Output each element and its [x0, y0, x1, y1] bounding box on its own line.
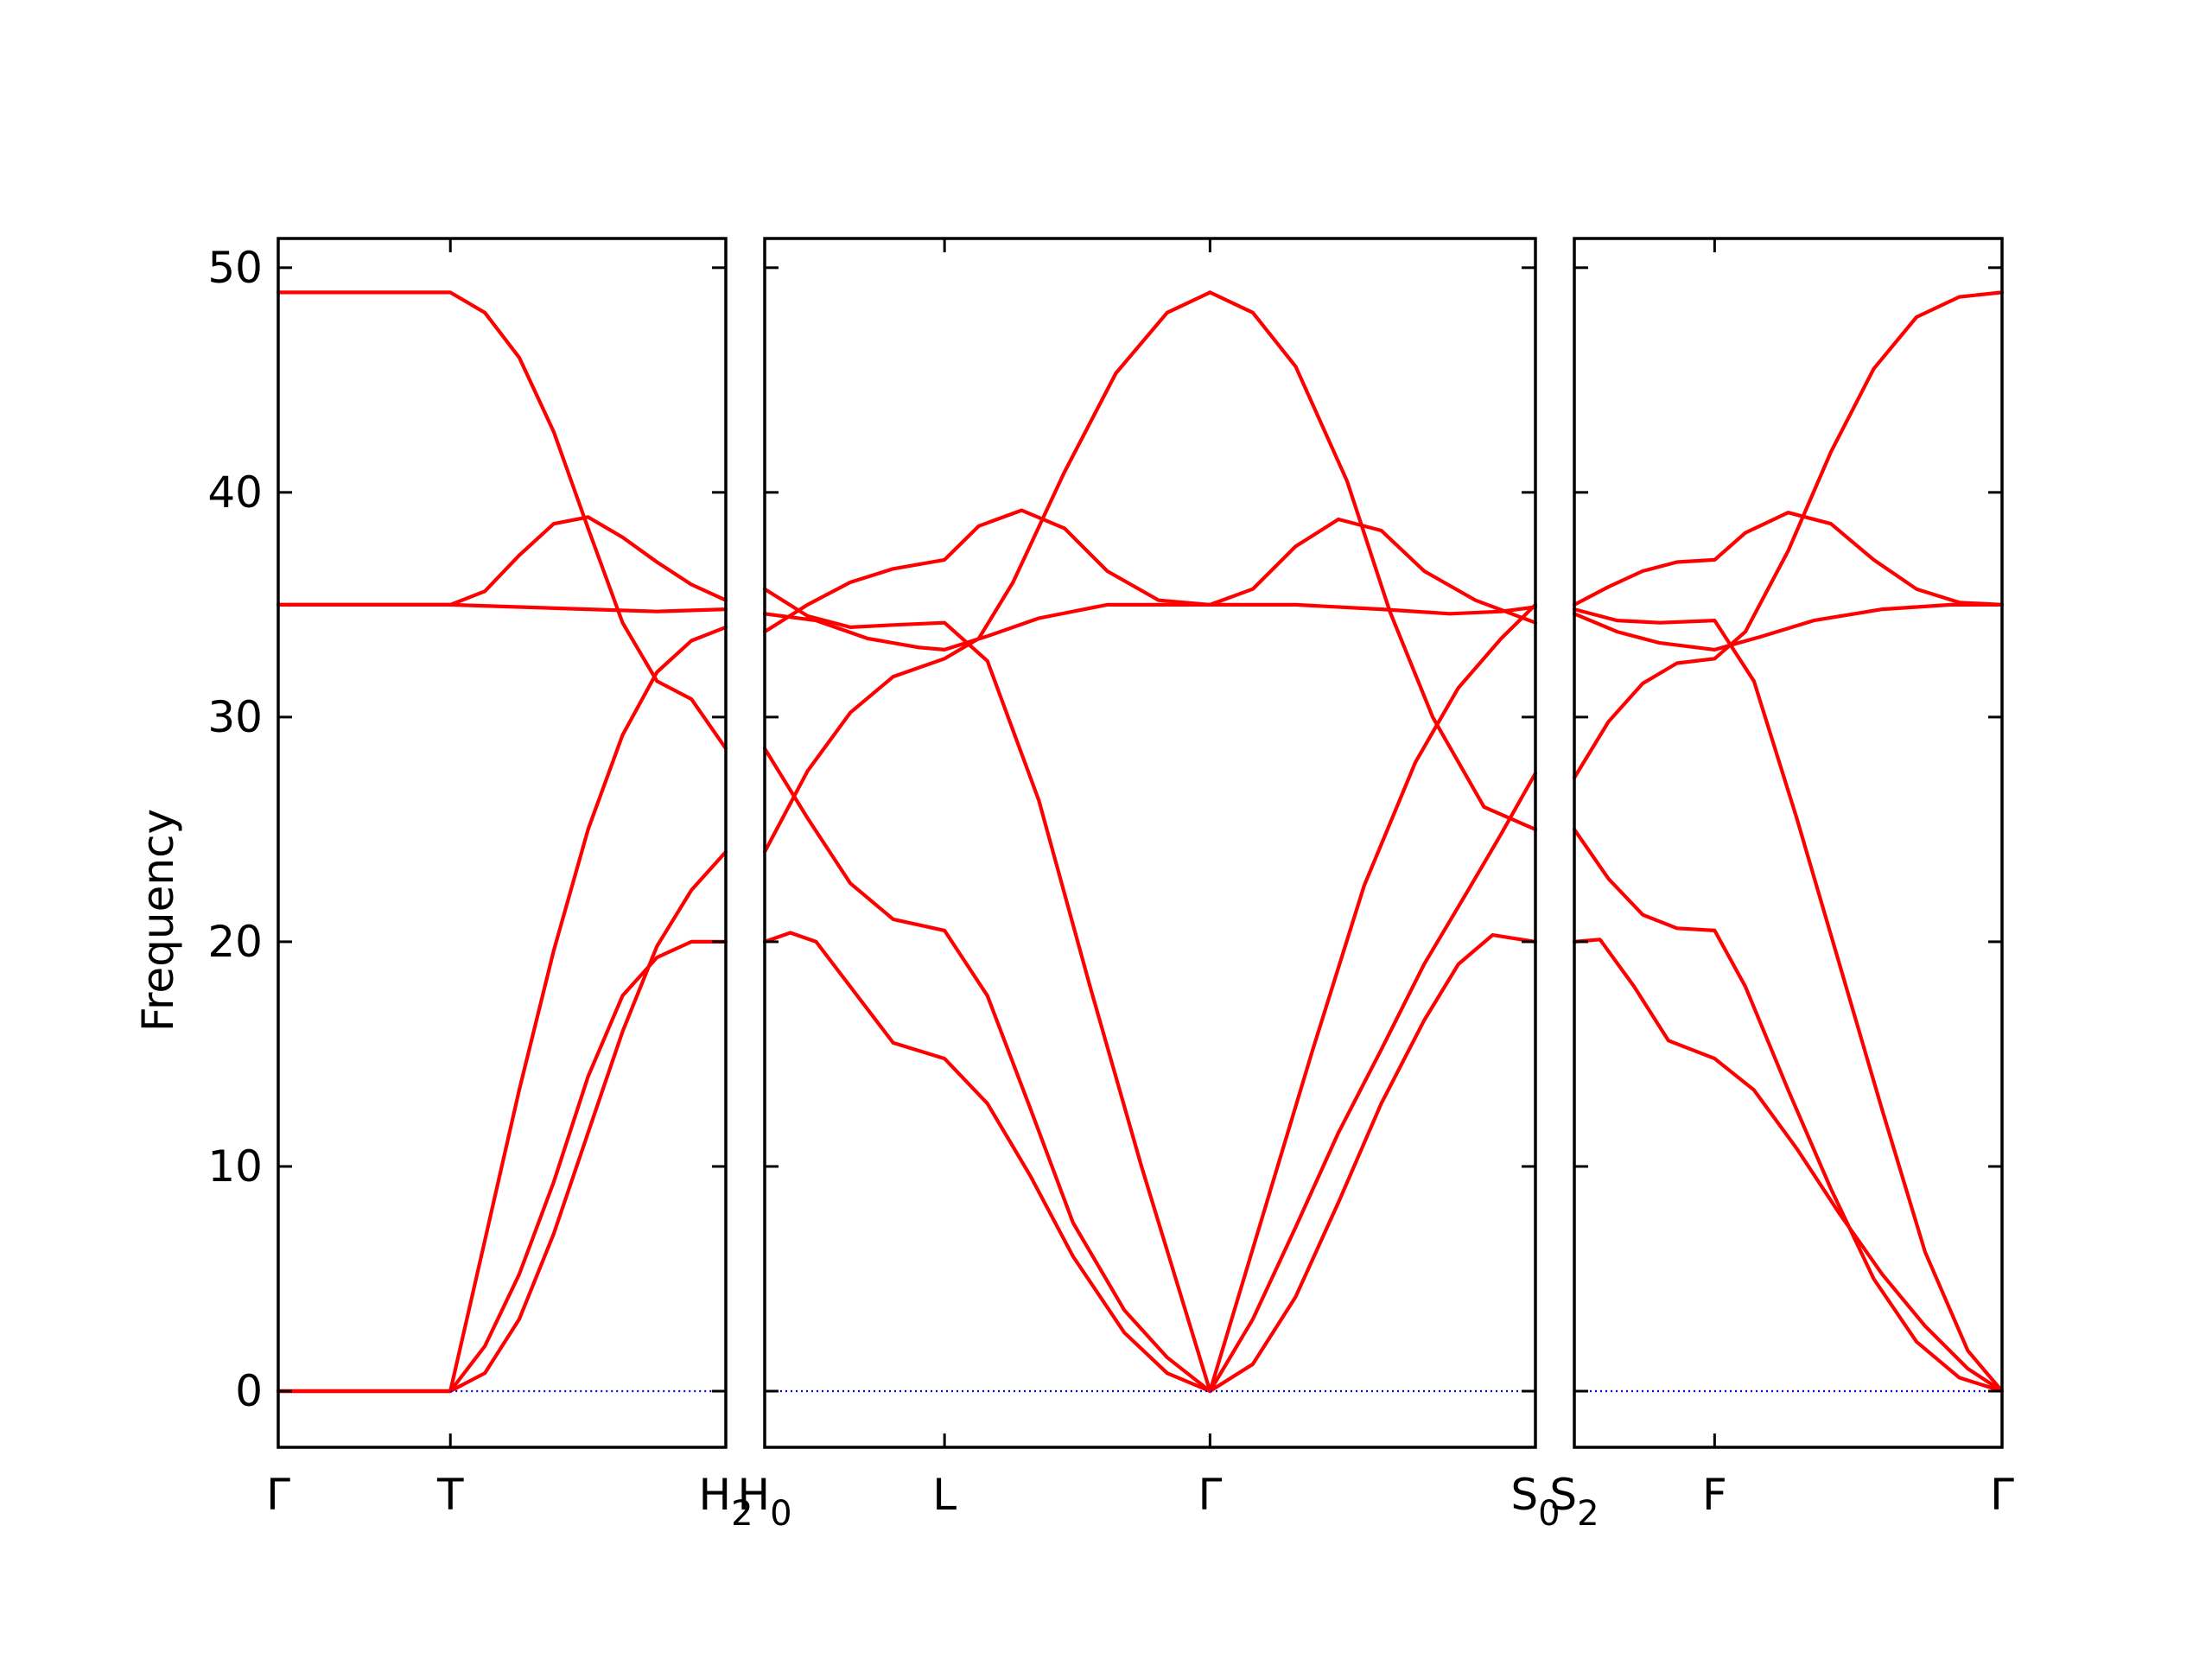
band-line-6	[1572, 938, 2005, 1394]
band-line-2	[762, 508, 1212, 634]
y-tick-label: 30	[207, 692, 263, 742]
x-tick-label: Γ	[1198, 1470, 1222, 1520]
y-tick-label: 20	[207, 917, 263, 967]
panel-frame	[763, 237, 1537, 1449]
panel-frame	[276, 237, 728, 1449]
y-tick-label: 10	[207, 1141, 263, 1192]
band-line-4	[762, 747, 1212, 1394]
x-tick-label: F	[1702, 1470, 1727, 1520]
band-line-1	[1572, 511, 2005, 607]
band-line-1	[762, 587, 1212, 1394]
x-tick-label: T	[436, 1470, 464, 1520]
band-line-12	[1208, 933, 1538, 1394]
band-line-5	[762, 290, 1212, 854]
y-tick-label: 50	[207, 243, 263, 293]
y-tick-label: 0	[235, 1366, 263, 1416]
band-line-3	[762, 931, 1212, 1394]
y-tick-label: 40	[207, 467, 263, 518]
band-line-3	[276, 602, 728, 613]
band-line-11	[1208, 771, 1538, 1394]
panel-3: S2 F Γ	[1549, 237, 2014, 1534]
band-line-8	[1208, 517, 1538, 625]
band-line-9	[1208, 602, 1538, 616]
x-tick-label: Γ	[1990, 1470, 2014, 1520]
panel-2: H0 L Γ S0	[737, 237, 1560, 1534]
band-line-6	[762, 602, 1212, 652]
band-line-10	[1208, 602, 1538, 1394]
y-axis-label: Frequency	[133, 809, 183, 1032]
band-line-6	[276, 849, 728, 1394]
band-line-2	[276, 515, 728, 607]
panel-frame	[1573, 237, 2004, 1449]
band-line-4	[276, 625, 728, 1394]
band-line-3	[1572, 602, 2005, 652]
x-tick-label: L	[932, 1470, 957, 1520]
band-line-7	[1208, 290, 1538, 831]
band-line-1	[276, 290, 728, 751]
x-tick-label: Γ	[266, 1470, 290, 1520]
band-line-5	[276, 939, 728, 1394]
band-line-5	[1572, 827, 2005, 1394]
band-line-4	[1572, 290, 2005, 780]
band-line-2	[1572, 607, 2005, 1394]
